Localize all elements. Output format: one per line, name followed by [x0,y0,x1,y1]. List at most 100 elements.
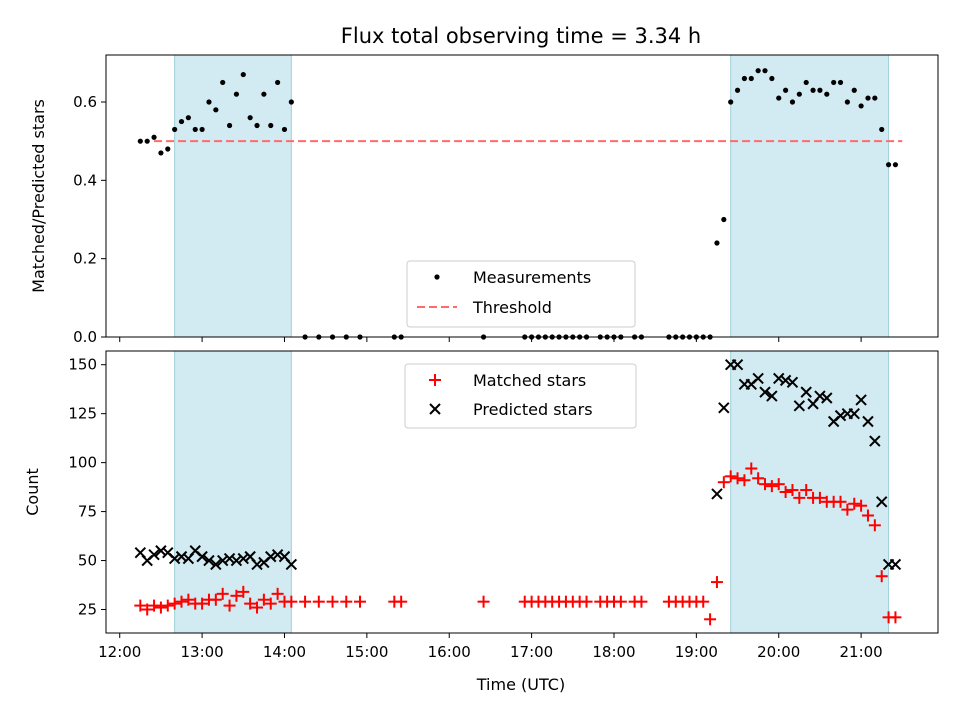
measurement-point [741,75,748,82]
matched-star-point [196,597,209,610]
matched-star-point [738,474,751,487]
x-b [265,550,277,563]
x-b [766,390,778,402]
legend-threshold: Threshold [472,298,552,317]
panel-counts: 25 50 75 100 125 150 12:00 13:00 14:00 15:00 16:0… [23,350,939,694]
measurement-point [755,68,761,74]
x-b [148,548,160,561]
top-x-ticks [119,337,862,342]
matched-star-point [216,587,229,600]
matched-star-point [271,587,284,600]
matched-star-point [889,611,902,624]
x-b [752,372,764,385]
matched-star-point [786,484,799,497]
measurement-point [254,122,260,129]
x-b [889,558,902,571]
x-tick-label: 19:00 [675,643,718,661]
matched-star-point [793,491,806,504]
matched-star-point [161,599,174,612]
matched-star-point [168,597,181,610]
measurement-point [192,126,198,133]
matched-star-point [223,599,236,612]
measurement-point [178,118,185,125]
measurement-point [824,91,830,97]
measurement-point [247,115,253,121]
y-tick-label: 0.4 [73,171,97,189]
predicted-star-point [237,552,250,565]
matched-star-point [148,599,161,612]
legend-x-icon [429,403,441,415]
x-b [278,550,291,563]
predicted-star-point [216,554,229,567]
measurement-point [281,126,288,133]
matched-star-point [141,603,154,616]
matched-star-point [759,478,772,491]
matched-star-point [855,499,868,512]
matched-star-point [704,613,717,626]
matched-star-point [299,595,312,608]
measurement-point [137,138,143,144]
predicted-star-point [766,390,778,402]
x-b [848,407,860,420]
measurement-point [789,99,796,105]
predicted-star-point [862,415,874,428]
predicted-star-point [230,554,243,567]
predicted-star-point [711,488,723,500]
y-tick-label: 0.6 [73,93,97,111]
x-b [862,415,874,428]
measurement-point [892,162,899,168]
x-b [821,392,833,404]
measurement-point [872,95,878,101]
matched-star-point [800,484,813,497]
matched-star-point [326,595,339,608]
matched-star-point [861,509,874,522]
predicted-star-point [773,372,785,385]
measurement-point [858,103,864,109]
matched-star-point [154,601,167,614]
x-b [731,359,744,371]
matched-star-point [731,472,744,485]
x-b [168,552,181,565]
x-tick-label: 13:00 [180,643,223,661]
x-axis-label: Time (UTC) [476,675,565,694]
x-b [773,372,785,385]
measurement-point [748,75,754,82]
measurement-point [885,162,892,168]
x-b [793,400,806,412]
measurement-point [213,107,219,113]
x-b [216,554,229,567]
predicted-star-point [210,558,222,571]
predicted-star-point [271,548,284,561]
matched-star-point [772,478,785,491]
x-b [711,488,723,500]
predicted-star-point [203,554,215,567]
x-b [175,550,188,563]
x-tick-label: 17:00 [510,643,553,661]
measurement-point [199,126,205,133]
x-b [189,545,201,557]
predicted-star-point [793,400,806,412]
predicted-star-point [800,386,812,398]
measurement-point [851,87,857,93]
bottom-legend-box [404,363,637,429]
predicted-star-point [731,359,744,371]
x-b [759,386,771,398]
measurement-point [151,134,157,140]
matched-star-point [237,585,250,598]
shaded-interval [730,54,890,338]
predicted-star-point [786,376,799,389]
predicted-star-point [285,558,298,571]
measurement-point [261,91,267,97]
x-tick-label: 16:00 [428,643,471,661]
bottom-legend: Matched stars Predicted stars [404,363,637,429]
measurement-point [776,95,782,101]
x-tick-label: 21:00 [839,643,882,661]
x-b [285,558,298,571]
predicted-star-point [148,548,160,561]
x-tick-label: 18:00 [592,643,635,661]
matched-star-point [134,599,147,612]
y-tick-label: 75 [78,503,97,521]
matched-star-point [717,476,730,489]
x-b [155,545,167,557]
